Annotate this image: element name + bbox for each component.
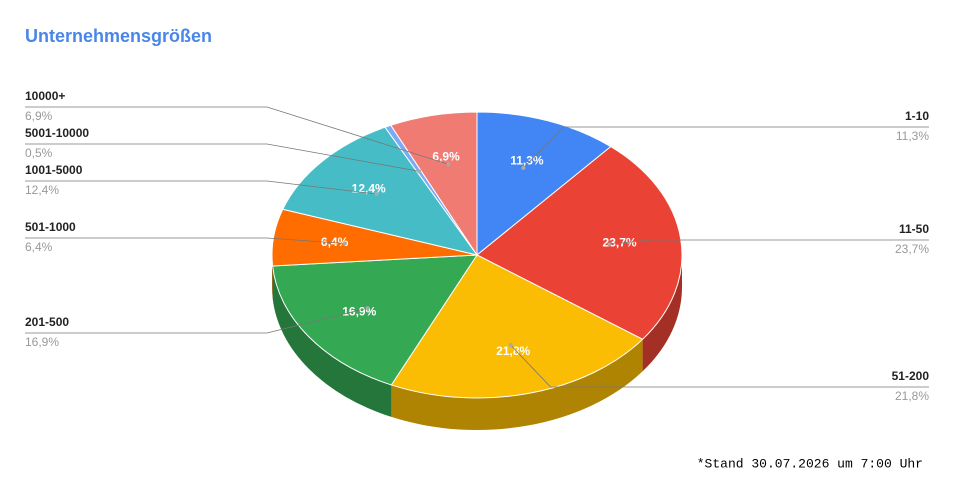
pie-slice bbox=[476, 111, 612, 257]
slice-label: 16,9% bbox=[342, 304, 376, 318]
legend-name: 1-10 bbox=[905, 109, 929, 123]
legend-name: 5001-10000 bbox=[25, 126, 89, 140]
pie-slice bbox=[390, 111, 478, 257]
slice-label: 6,9% bbox=[432, 149, 460, 163]
leader-dot bbox=[365, 306, 370, 311]
legend-value: 0,5% bbox=[25, 146, 53, 160]
legend-value: 16,9% bbox=[25, 335, 59, 349]
leader-dot bbox=[374, 192, 379, 197]
legend-name: 501-1000 bbox=[25, 220, 76, 234]
slice-label: 23,7% bbox=[603, 236, 637, 250]
pie-slice bbox=[282, 126, 479, 256]
pie-slice bbox=[476, 146, 683, 340]
pie-side bbox=[642, 255, 682, 372]
footnote: *Stand 30.07.2026 um 7:00 Uhr bbox=[697, 456, 923, 471]
leader-line bbox=[609, 239, 929, 245]
legend-name: 51-200 bbox=[892, 369, 930, 383]
legend-value: 6,9% bbox=[25, 109, 53, 123]
slice-label: 6,4% bbox=[321, 235, 349, 249]
chart-title: Unternehmensgrößen bbox=[25, 26, 212, 46]
leader-dot bbox=[607, 242, 612, 247]
leader-dot bbox=[508, 342, 513, 347]
legend-name: 10000+ bbox=[25, 89, 65, 103]
leader-line bbox=[523, 126, 929, 169]
legend-value: 23,7% bbox=[895, 242, 929, 256]
pie-slice bbox=[390, 254, 644, 399]
labels: 11,3% 1-10 11,3% 23,7% 11-50 23,7% 21,8% 51-200… bbox=[25, 89, 929, 403]
pie-tops bbox=[271, 111, 683, 399]
leader-line bbox=[25, 237, 345, 244]
pie-side bbox=[272, 266, 392, 417]
leader-line bbox=[25, 180, 377, 195]
leader-line bbox=[25, 106, 449, 165]
legend-value: 12,4% bbox=[25, 183, 59, 197]
legend-name: 1001-5000 bbox=[25, 163, 83, 177]
leader-dot bbox=[446, 162, 451, 167]
leader-line bbox=[510, 344, 929, 388]
leader-dot bbox=[342, 241, 347, 246]
legend-value: 11,3% bbox=[896, 129, 929, 143]
leader-line bbox=[25, 307, 368, 334]
leader-line bbox=[25, 143, 420, 172]
leader-dot bbox=[417, 169, 422, 174]
pie-slice bbox=[272, 254, 478, 386]
pie-side bbox=[391, 339, 643, 431]
leader-dot bbox=[521, 165, 526, 170]
slice-label: 11,3% bbox=[510, 153, 544, 167]
legend-name: 11-50 bbox=[899, 222, 929, 236]
legend-value: 21,8% bbox=[895, 389, 929, 403]
slice-label: 21,8% bbox=[496, 344, 530, 358]
legend-value: 6,4% bbox=[25, 240, 53, 254]
legend-name: 201-500 bbox=[25, 315, 69, 329]
